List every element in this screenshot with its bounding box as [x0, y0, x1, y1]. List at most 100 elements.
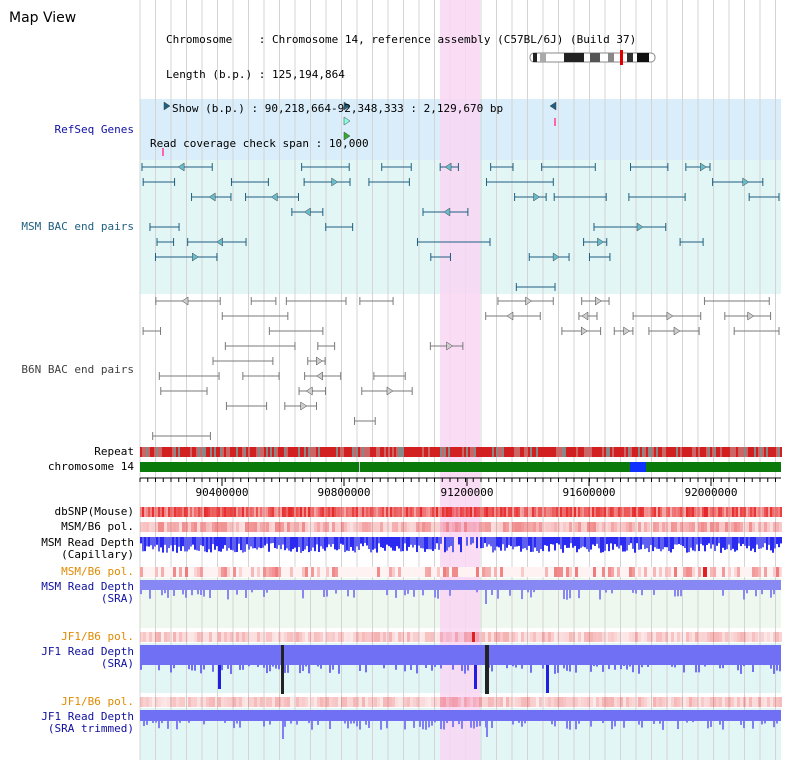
repeat-block: [486, 447, 488, 457]
jf1-pol2-block: [197, 697, 200, 707]
jf1-trim-depth-bar: [677, 721, 679, 730]
repeat-block: [278, 447, 280, 457]
repeat-block: [656, 447, 658, 457]
repeat-block: [438, 447, 440, 457]
dbsnp-block: [692, 507, 694, 517]
repeat-block: [776, 447, 778, 457]
repeat-block: [372, 447, 374, 457]
dbsnp-block: [540, 507, 542, 517]
msm-pol2-block: [617, 567, 620, 577]
dbsnp-block: [358, 507, 360, 517]
msm-pol-block: [527, 522, 530, 532]
jf1-pol-block: [371, 632, 374, 642]
dbsnp-block: [716, 507, 718, 517]
msm-pol-block: [569, 522, 572, 532]
msm-sra-depth-bar: [674, 590, 676, 597]
msm-sra-depth-bar: [485, 590, 487, 604]
repeat-block: [726, 447, 728, 457]
jf1-sra-depth-bar: [626, 665, 628, 670]
dbsnp-block: [368, 507, 370, 517]
msm-depth-cap-bar: [280, 537, 282, 550]
dbsnp-block: [512, 507, 514, 517]
jf1-trim-depth-bar: [710, 721, 712, 727]
msm-depth-cap-bar: [508, 537, 510, 545]
jf1-pol-block: [254, 632, 257, 642]
jf1-pol-block: [365, 632, 368, 642]
dbsnp-block: [652, 507, 654, 517]
jf1-pol2-block: [170, 697, 173, 707]
dbsnp-block: [510, 507, 512, 517]
msm-depth-cap-bar: [488, 537, 490, 545]
jf1-pol-block: [686, 632, 689, 642]
msm-bac-end: [533, 192, 540, 202]
jf1-pol2-block: [761, 697, 764, 707]
msm-pol-block: [479, 522, 482, 532]
jf1-pol2-block: [158, 697, 161, 707]
msm-pol-block: [179, 522, 182, 532]
msm-depth-cap-bar: [204, 537, 206, 552]
repeat-block: [346, 447, 348, 457]
dbsnp-block: [388, 507, 390, 517]
dbsnp-block: [772, 507, 774, 517]
jf1-sra-depth-bar: [221, 665, 223, 671]
dbsnp-block: [240, 507, 242, 517]
jf1-trim-depth-bar: [491, 721, 493, 728]
jf1-pol-block: [389, 632, 392, 642]
dbsnp-block: [144, 507, 146, 517]
repeat-block: [526, 447, 528, 457]
dbsnp-block: [348, 507, 350, 517]
refseq-gene: [343, 101, 351, 111]
msm-pol-block: [695, 522, 698, 532]
jf1-pol-block: [176, 632, 179, 642]
jf1-pol-block: [746, 632, 749, 642]
msm-depth-cap-bar: [446, 537, 448, 551]
jf1-sra-depth-bar: [263, 665, 265, 668]
refseq-gene: [163, 101, 171, 111]
jf1-pol-block: [710, 632, 713, 642]
dbsnp-block: [474, 507, 476, 517]
repeat-block: [588, 447, 590, 457]
track-label-repeat: Repeat: [94, 445, 134, 458]
msm-pol-block: [326, 522, 329, 532]
b6n-bac-end: [623, 326, 631, 336]
jf1-sra-depth-bar: [674, 665, 676, 668]
jf1-pol-block: [203, 632, 206, 642]
msm-depth-cap-bar: [148, 537, 150, 547]
repeat-block: [204, 447, 206, 457]
msm-pol2-block: [758, 567, 761, 577]
repeat-block: [368, 447, 370, 457]
msm-depth-cap-bar: [576, 537, 578, 553]
jf1-pol2-block: [458, 697, 461, 707]
msm-pol-block: [677, 522, 680, 532]
msm-depth-cap-bar: [242, 537, 244, 553]
repeat-block: [354, 447, 356, 457]
jf1-trim-depth-bar: [740, 721, 742, 725]
msm-depth-cap-bar: [246, 537, 248, 545]
jf1-pol-block: [179, 632, 182, 642]
dbsnp-block: [688, 507, 690, 517]
jf1-pol-block: [293, 632, 296, 642]
repeat-block: [338, 447, 340, 457]
dbsnp-block: [290, 507, 292, 517]
jf1-pol-block: [776, 632, 779, 642]
jf1-sra-depth-bar: [608, 665, 610, 670]
repeat-block: [352, 447, 354, 457]
jf1-pol-block: [206, 632, 209, 642]
dbsnp-block: [384, 507, 386, 517]
dbsnp-block: [402, 507, 404, 517]
jf1-pol2-block: [203, 697, 206, 707]
jf1-trim-depth-bar: [317, 721, 319, 725]
msm-pol2-block: [302, 567, 305, 577]
msm-pol-block: [395, 522, 398, 532]
chromosome-value: Chromosome 14, reference assembly (C57BL…: [271, 33, 637, 46]
msm-sra-depth-bar: [680, 590, 682, 597]
repeat-block: [748, 447, 750, 457]
dbsnp-block: [422, 507, 424, 517]
jf1-pol2-block: [722, 697, 725, 707]
msm-depth-cap-bar: [146, 537, 148, 547]
msm-pol-block: [215, 522, 218, 532]
repeat-block: [166, 447, 168, 457]
repeat-block: [468, 447, 470, 457]
